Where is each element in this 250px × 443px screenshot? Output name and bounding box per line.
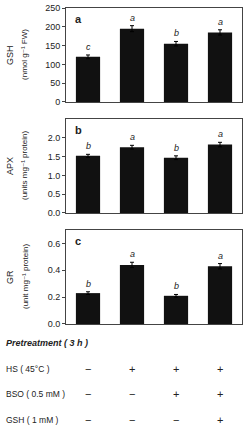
svg-text:0.5: 0.5 xyxy=(48,189,61,199)
svg-text:c: c xyxy=(86,42,91,52)
svg-text:−: − xyxy=(129,388,135,400)
svg-text:50: 50 xyxy=(50,78,60,88)
svg-text:1.5: 1.5 xyxy=(48,152,61,162)
svg-text:0.4: 0.4 xyxy=(48,265,61,275)
svg-text:GSH ( 1 mM ): GSH ( 1 mM ) xyxy=(6,415,59,425)
svg-text:+: + xyxy=(173,363,179,375)
svg-text:0.0: 0.0 xyxy=(48,208,61,218)
svg-text:HS ( 45°C ): HS ( 45°C ) xyxy=(6,364,50,374)
svg-text:0.2: 0.2 xyxy=(48,292,61,302)
svg-text:GR: GR xyxy=(5,270,15,284)
svg-text:−: − xyxy=(85,414,91,426)
svg-text:a: a xyxy=(130,13,135,23)
svg-text:a: a xyxy=(130,249,135,259)
svg-text:(units mg⁻¹ protein): (units mg⁻¹ protein) xyxy=(20,131,29,200)
svg-text:200: 200 xyxy=(45,22,60,32)
svg-text:c: c xyxy=(75,235,81,247)
svg-text:150: 150 xyxy=(45,41,60,51)
svg-text:b: b xyxy=(86,141,91,151)
svg-text:(nmol g⁻¹ FW): (nmol g⁻¹ FW) xyxy=(20,29,29,80)
svg-text:a: a xyxy=(75,13,82,25)
svg-text:250: 250 xyxy=(45,3,60,13)
svg-text:(unit mg⁻¹ protein): (unit mg⁻¹ protein) xyxy=(21,244,30,309)
svg-text:b: b xyxy=(174,281,179,291)
svg-text:b: b xyxy=(174,143,179,153)
svg-text:−: − xyxy=(173,414,179,426)
svg-text:−: − xyxy=(85,363,91,375)
svg-text:+: + xyxy=(173,388,179,400)
svg-text:0: 0 xyxy=(55,97,60,107)
svg-text:b: b xyxy=(75,124,82,136)
svg-text:+: + xyxy=(129,363,135,375)
svg-text:0.0: 0.0 xyxy=(48,319,61,329)
svg-text:a: a xyxy=(218,129,223,139)
svg-text:1.0: 1.0 xyxy=(48,171,61,181)
svg-text:100: 100 xyxy=(45,60,60,70)
svg-text:BSO ( 0.5 mM ): BSO ( 0.5 mM ) xyxy=(6,389,65,399)
svg-text:a: a xyxy=(218,17,223,27)
svg-text:GSH: GSH xyxy=(5,45,15,65)
svg-text:2.0: 2.0 xyxy=(48,133,61,143)
svg-text:−: − xyxy=(129,414,135,426)
svg-text:+: + xyxy=(217,388,223,400)
svg-text:Pretreatment ( 3 h ): Pretreatment ( 3 h ) xyxy=(6,338,88,348)
svg-text:a: a xyxy=(130,132,135,142)
svg-text:a: a xyxy=(218,251,223,261)
svg-text:0.6: 0.6 xyxy=(48,239,61,249)
svg-text:b: b xyxy=(174,28,179,38)
svg-text:b: b xyxy=(86,279,91,289)
svg-text:−: − xyxy=(85,388,91,400)
svg-text:+: + xyxy=(217,363,223,375)
svg-text:+: + xyxy=(217,414,223,426)
svg-text:APX: APX xyxy=(5,157,15,175)
